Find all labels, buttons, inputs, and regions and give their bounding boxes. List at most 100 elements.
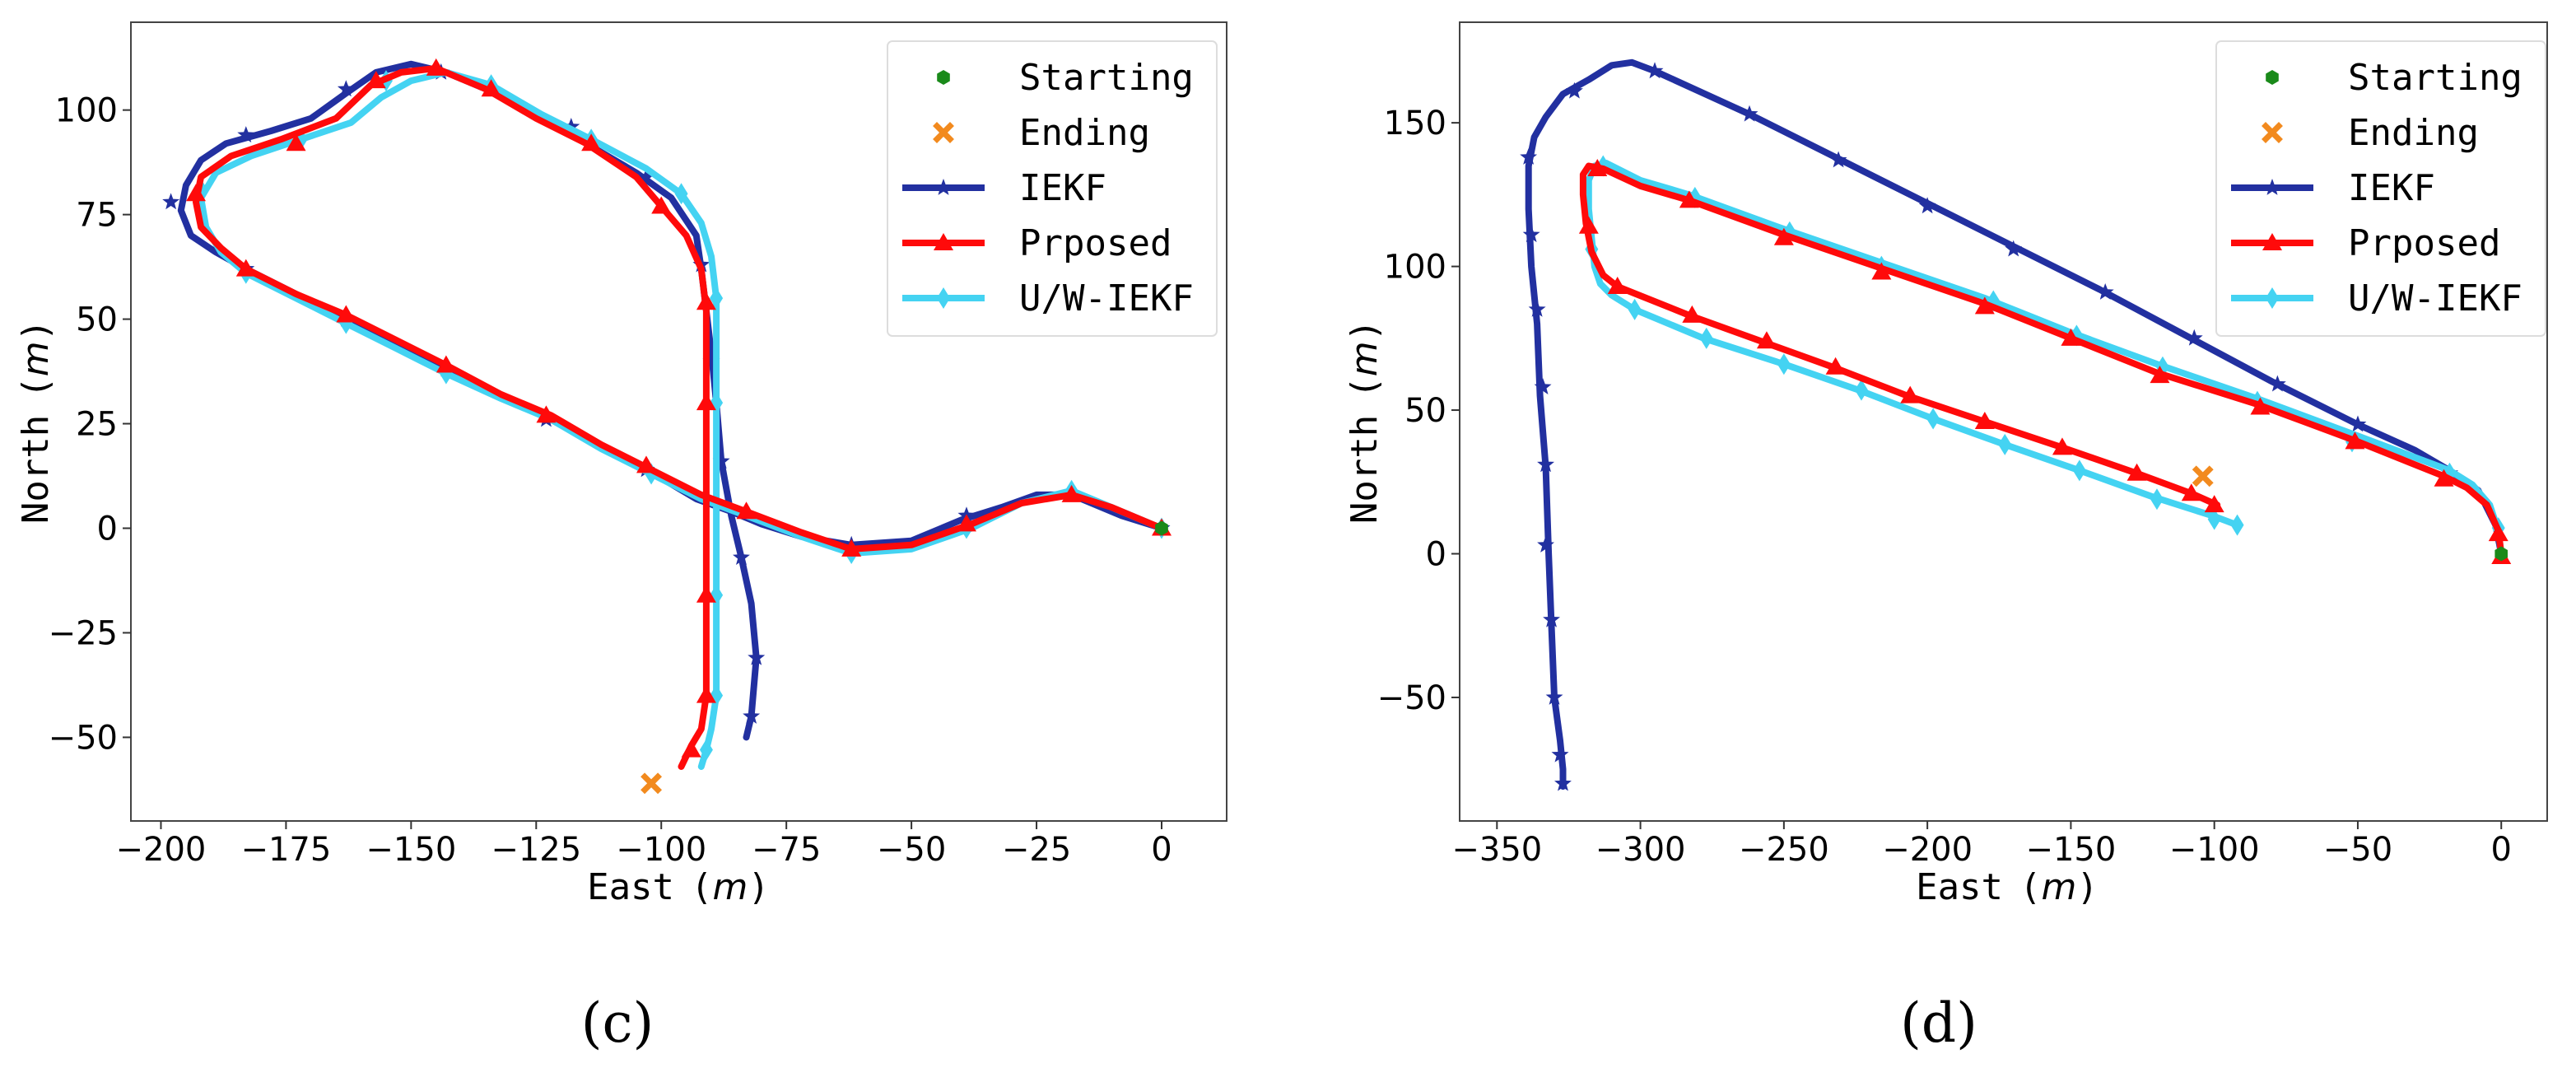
data-point-marker [1628,298,1642,320]
y-axis-label-name: North [1344,415,1386,524]
data-point-marker [1773,227,1794,245]
x-tick-label: −200 [1882,831,1973,869]
data-point-marker [581,133,602,152]
data-point-marker [237,126,255,142]
data-point-marker [696,585,716,603]
legend: Starting Ending IEKF Prposed U/W-IEKF [2215,40,2546,337]
legend-label: Prposed [1019,222,1172,264]
data-point-marker [1520,148,1538,165]
data-point-marker [1537,536,1554,553]
legend-item: Ending [2262,112,2479,154]
x-tick-label: 0 [2491,831,2512,869]
start-marker [1155,520,1168,536]
data-point-marker [696,292,716,310]
y-axis-label: North(m) [1344,319,1386,524]
x-axis-label-name: East [1916,866,2003,908]
data-point-marker [286,133,306,152]
data-point-marker [2181,483,2201,501]
data-point-marker [1543,610,1560,627]
legend-item: Ending [933,112,1150,154]
legend-swatch-marker [2266,287,2279,309]
data-point-marker [536,405,557,423]
data-point-marker [1061,484,1082,502]
data-point-marker [1974,296,1995,315]
x-axis-unit: m [713,866,748,908]
legend-item: Starting [937,57,1194,99]
y-axis-label: North(m) [15,319,57,524]
y-tick-label: 0 [97,511,118,548]
x-axis-label-name: East [587,866,674,908]
data-point-marker [1854,379,1868,401]
data-point-marker [186,184,207,202]
x-tick-label: −250 [1739,831,1829,869]
legend-item: IEKF [902,167,1106,209]
data-point-marker [733,548,750,565]
data-point-marker [1534,378,1552,394]
x-tick-label: −50 [2323,831,2392,869]
data-point-marker [1607,277,1628,295]
x-tick-label: −50 [877,831,946,869]
legend-swatch-marker [937,70,950,85]
data-point-marker [1528,300,1546,317]
data-point-marker [696,685,716,703]
data-point-marker [1740,105,1758,122]
data-point-marker [2072,459,2086,482]
data-point-marker [743,707,761,724]
chart-panel-c: −200 −175 −150 −125 −100 −75 −50 −25 0 −50 −25 0 25… [15,21,1227,1055]
legend-label: IEKF [2348,167,2435,209]
data-point-marker [1537,455,1554,473]
legend-item: IEKF [2231,167,2435,209]
data-point-marker [674,183,688,205]
legend-swatch-marker [2263,179,2281,195]
data-point-marker [426,58,446,76]
series-prposed [186,58,1172,770]
legend-label: Starting [1019,57,1194,99]
data-point-marker [636,455,656,473]
legend-swatch-marker [934,233,953,250]
legend-box [2215,40,2546,337]
data-point-marker [1756,331,1777,349]
data-point-marker [2268,375,2286,392]
legend-label: IEKF [1019,167,1106,209]
data-point-marker [2096,283,2114,300]
series-line [198,68,1165,770]
data-point-marker [2250,397,2271,415]
data-point-marker [2204,495,2224,513]
y-tick-label: 150 [1384,105,1446,142]
plot-area-frame [130,21,1227,822]
series-layer [162,58,1172,795]
y-tick-label: 0 [1426,536,1446,574]
legend-item: Starting [2266,57,2522,99]
y-tick-label: 100 [55,92,118,130]
data-point-marker [336,305,356,323]
data-point-marker [1646,62,1664,79]
legend-label: Ending [1019,112,1150,154]
data-point-marker [699,739,713,761]
plot-area-frame [1459,21,2548,822]
legend-swatch-marker [2266,70,2279,85]
data-point-marker [651,196,672,214]
panel-label-d: (d) [1900,991,1977,1055]
x-axis-label: East (m) [1916,866,2099,908]
data-point-marker [1926,408,1940,430]
data-point-marker [2126,463,2147,481]
y-axis-unit: m [1344,341,1386,376]
start-marker [2494,546,2508,562]
data-point-marker [1551,745,1569,763]
data-point-marker [1825,357,1846,375]
data-point-marker [1554,774,1572,791]
x-tick-label: −175 [240,831,331,869]
y-tick-label: −50 [1377,679,1446,717]
data-point-marker [366,71,386,89]
legend-swatch-marker [933,122,954,143]
x-tick-label: −100 [616,831,706,869]
y-tick-label: 50 [1404,392,1446,430]
data-point-marker [337,80,355,97]
y-tick-label: −25 [49,614,118,652]
data-point-marker [710,287,724,310]
data-point-marker [681,739,701,758]
data-point-marker [1587,158,1608,176]
data-point-marker [1829,151,1847,168]
data-point-marker [2061,328,2081,346]
x-axis-unit: m [2042,866,2077,908]
